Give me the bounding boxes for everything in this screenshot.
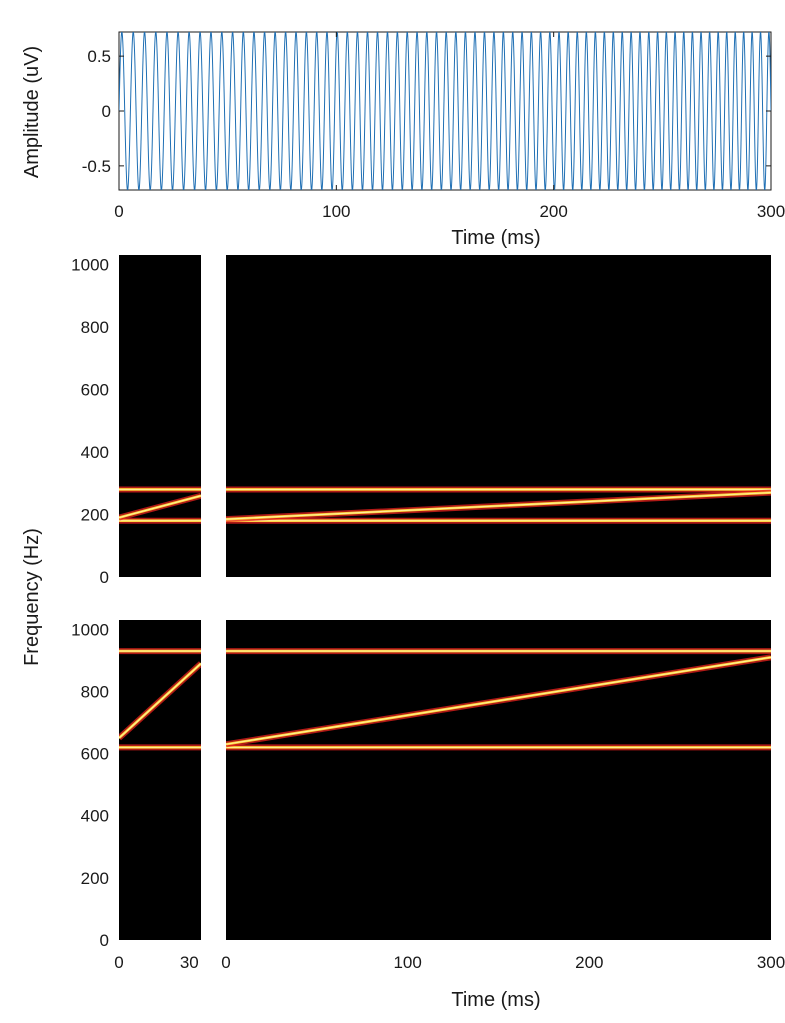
amplitude-tick-label: 0.5 (87, 47, 111, 66)
frequency-tick-label: 0 (100, 931, 109, 950)
frequency-tick-label: 400 (81, 807, 109, 826)
frequency-tick-label: 600 (81, 380, 109, 399)
spectrogram-panel-bg (119, 620, 201, 940)
time-tick-label: 30 (180, 953, 199, 972)
frequency-tick-label: 600 (81, 745, 109, 764)
sweep-line-highlight (119, 495, 201, 518)
time-tick-label: 0 (114, 953, 123, 972)
amplitude-axis-label: Amplitude (uV) (21, 46, 43, 178)
waveform-time-axis-label: Time (ms) (451, 227, 540, 249)
time-tick-label: 300 (757, 953, 785, 972)
frequency-tick-label: 1000 (71, 255, 109, 274)
frequency-tick-label: 200 (81, 869, 109, 888)
frequency-tick-label: 200 (81, 505, 109, 524)
frequency-tick-label: 1000 (71, 620, 109, 639)
waveform-line (119, 32, 771, 190)
spectrogram-time-axis-label: Time (ms) (451, 989, 540, 1011)
time-tick-label: 0 (114, 202, 123, 221)
frequency-tick-label: 800 (81, 682, 109, 701)
sweep-line-highlight (226, 656, 771, 745)
sweep-line-highlight (119, 663, 201, 739)
time-tick-label: 100 (322, 202, 350, 221)
waveform-panel: -0.5 0 0.5 0 100 200 300 Amplitude (uV) Time … (21, 31, 785, 249)
frequency-tick-label: 400 (81, 443, 109, 462)
frequency-axis-label: Frequency (Hz) (21, 528, 43, 666)
amplitude-tick-label: -0.5 (82, 157, 111, 176)
spectrogram-panel-bg (226, 255, 771, 577)
time-tick-label: 200 (575, 953, 603, 972)
sweep-line-highlight (226, 492, 771, 520)
spectrogram-panel-bg (119, 255, 201, 577)
frequency-tick-label: 800 (81, 318, 109, 337)
waveform-series (119, 32, 771, 190)
time-tick-label: 100 (393, 953, 421, 972)
time-tick-label: 200 (539, 202, 567, 221)
spectrogram-low-panel: 0 200 400 600 800 1000 (71, 255, 771, 587)
time-tick-label: 300 (757, 202, 785, 221)
frequency-tick-label: 0 (100, 568, 109, 587)
time-tick-label: 0 (221, 953, 230, 972)
amplitude-tick-label: 0 (102, 102, 111, 121)
